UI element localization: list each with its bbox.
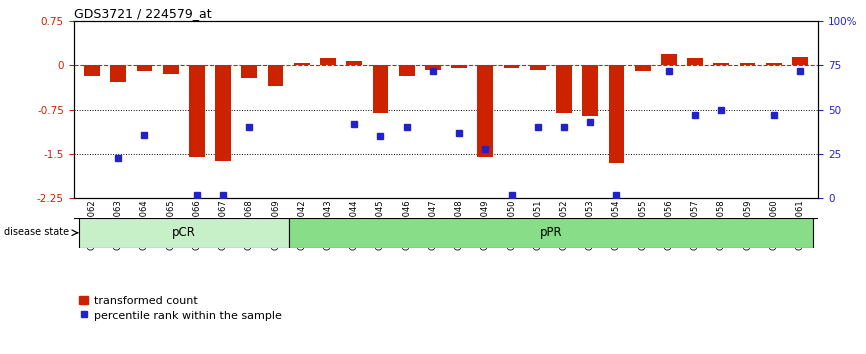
Bar — [504, 65, 520, 68]
Bar — [792, 57, 808, 65]
Text: pPR: pPR — [540, 226, 562, 239]
Bar — [398, 65, 415, 76]
Bar — [346, 61, 362, 65]
Bar — [320, 58, 336, 65]
Bar — [79, 218, 288, 248]
Bar — [137, 65, 152, 72]
Bar — [451, 65, 467, 68]
Bar — [268, 65, 283, 86]
Bar — [189, 65, 204, 157]
Bar — [688, 58, 703, 65]
Bar — [216, 65, 231, 161]
Text: disease state: disease state — [4, 227, 69, 237]
Bar — [714, 63, 729, 65]
Bar — [530, 65, 546, 70]
Text: pCR: pCR — [171, 226, 196, 239]
Bar — [609, 65, 624, 163]
Bar — [582, 65, 598, 116]
Bar — [84, 65, 100, 76]
Bar — [477, 65, 494, 157]
Text: GDS3721 / 224579_at: GDS3721 / 224579_at — [74, 7, 211, 20]
Bar — [740, 63, 755, 65]
Bar — [372, 65, 388, 113]
Bar — [242, 65, 257, 79]
Legend: transformed count, percentile rank within the sample: transformed count, percentile rank withi… — [79, 296, 281, 320]
Bar — [163, 65, 178, 74]
Bar — [556, 65, 572, 113]
Bar — [766, 63, 782, 65]
Bar — [294, 63, 310, 65]
Bar — [661, 54, 676, 65]
Bar — [635, 65, 650, 72]
Bar — [425, 65, 441, 70]
Bar — [288, 218, 813, 248]
Bar — [110, 65, 126, 82]
